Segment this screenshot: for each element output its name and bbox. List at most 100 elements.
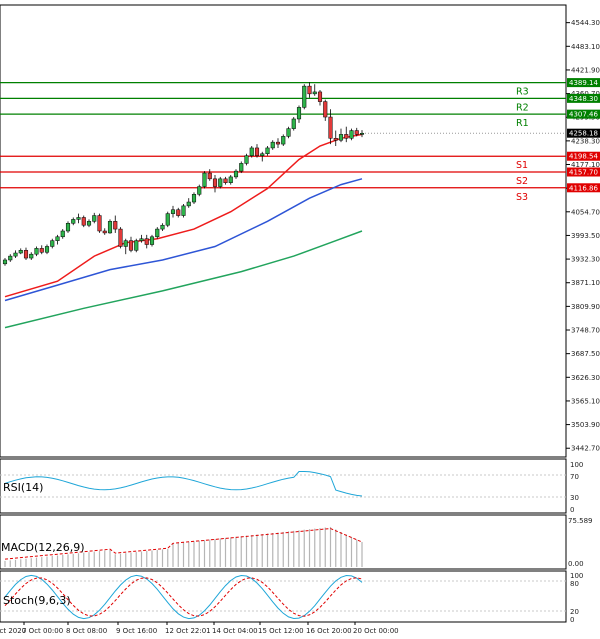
candle-body-up xyxy=(107,221,113,234)
candle-body-up xyxy=(302,85,307,108)
candle-body-up xyxy=(218,178,223,187)
candle xyxy=(244,153,249,166)
candle-body-up xyxy=(18,250,23,254)
candle-body-down xyxy=(39,248,44,253)
current-price-box xyxy=(567,128,600,138)
rsi-panel-frame xyxy=(0,458,567,514)
candle-body-up xyxy=(60,230,65,238)
candle xyxy=(296,105,302,123)
level-price-s3: 4116.86 xyxy=(569,184,598,192)
candle-body-up xyxy=(244,155,249,164)
level-name-r3: R3 xyxy=(516,87,529,98)
price-tick-label: 3626.30 xyxy=(571,374,600,382)
candle xyxy=(170,205,176,218)
candle xyxy=(344,126,349,143)
level-name-r1: R1 xyxy=(516,118,529,129)
candle-body-down xyxy=(333,138,338,141)
candle-body-up xyxy=(76,217,81,220)
level-price-s2: 4157.70 xyxy=(569,169,598,177)
candle xyxy=(333,130,338,147)
rsi-panel: RSI(14) 100 70 30 0 xyxy=(0,458,583,514)
candle-body-down xyxy=(307,85,312,95)
price-tick-label: 3687.50 xyxy=(571,350,600,358)
candle xyxy=(29,252,34,260)
candle-body-up xyxy=(139,238,144,241)
candle xyxy=(354,127,359,137)
time-tick-label: 9 Oct 16:00 xyxy=(116,627,157,635)
time-tick-label: 15 Oct 12:00 xyxy=(258,627,304,635)
candle xyxy=(176,207,181,218)
time-tick-label: 12 Oct 22:01 xyxy=(165,627,211,635)
candle xyxy=(302,84,307,110)
candle-body-up xyxy=(29,253,34,259)
price-panel: 4544.304483.104421.904360.704299.504238.… xyxy=(0,4,600,458)
macd-label: MACD(12,26,9) xyxy=(1,541,85,554)
price-tick-label: 3809.90 xyxy=(571,303,600,311)
candle xyxy=(165,211,170,228)
candle xyxy=(281,134,286,147)
candle-body-down xyxy=(102,230,107,234)
candle-body-down xyxy=(323,101,328,118)
candle xyxy=(233,169,239,179)
candle xyxy=(218,176,223,189)
candle xyxy=(18,248,23,255)
price-tick-label: 3503.90 xyxy=(571,421,600,429)
candle-body-down xyxy=(317,91,323,102)
candle xyxy=(160,223,165,231)
time-tick-label: 20 Oct 00:00 xyxy=(353,627,399,635)
level-name-s2: S2 xyxy=(516,176,528,187)
candle xyxy=(55,234,60,245)
price-tick-label: 4483.10 xyxy=(571,43,600,51)
candle-body-down xyxy=(344,134,349,139)
macd-signal-line xyxy=(4,527,363,560)
candle-body-down xyxy=(207,172,212,180)
candle-body-down xyxy=(275,141,281,145)
stoch-tick-20: 20 xyxy=(570,608,579,616)
candle-body-up xyxy=(233,170,239,178)
stoch-panel-frame xyxy=(0,570,567,623)
candle-body-up xyxy=(86,221,92,226)
candle-body-up xyxy=(71,219,76,224)
level-price-box-r2 xyxy=(567,93,600,103)
candle-body-up xyxy=(155,228,160,238)
candle xyxy=(212,174,218,193)
level-name-r2: R2 xyxy=(516,102,529,113)
stoch-tick-0: 0 xyxy=(570,616,574,624)
candle xyxy=(181,203,186,218)
price-tick-label: 4054.70 xyxy=(571,208,600,216)
macd-tick-zero: 0.00 xyxy=(568,560,584,568)
candle-body-down xyxy=(328,116,333,139)
candle-body-up xyxy=(296,107,302,120)
candle xyxy=(50,238,55,249)
rsi-tick-100: 100 xyxy=(570,461,583,469)
candle-body-up xyxy=(149,236,155,245)
candle-body-down xyxy=(176,209,181,216)
price-tick-label: 3932.30 xyxy=(571,256,600,264)
price-panel-frame xyxy=(0,4,567,458)
moving-average-1 xyxy=(4,178,363,302)
candle-body-up xyxy=(44,246,50,253)
candle-body-up xyxy=(65,223,71,232)
candle xyxy=(223,176,228,185)
candle xyxy=(65,221,71,233)
candle xyxy=(338,128,344,143)
candle xyxy=(34,246,39,257)
candle-body-down xyxy=(354,130,359,135)
candle xyxy=(92,212,97,224)
candle-body-up xyxy=(265,147,270,154)
candle-body-down xyxy=(23,250,29,259)
time-tick-label: 16 Oct 20:00 xyxy=(306,627,352,635)
candle xyxy=(312,84,317,96)
candle xyxy=(286,126,291,139)
candle xyxy=(107,219,113,234)
price-tick-label: 4421.90 xyxy=(571,66,600,74)
candle-body-up xyxy=(160,224,165,230)
candle xyxy=(128,236,134,253)
candle xyxy=(44,244,50,255)
level-price-r2: 4348.30 xyxy=(569,95,598,103)
rsi-tick-70: 70 xyxy=(570,473,579,481)
candle-body-up xyxy=(34,248,39,255)
rsi-tick-0: 0 xyxy=(570,506,574,514)
